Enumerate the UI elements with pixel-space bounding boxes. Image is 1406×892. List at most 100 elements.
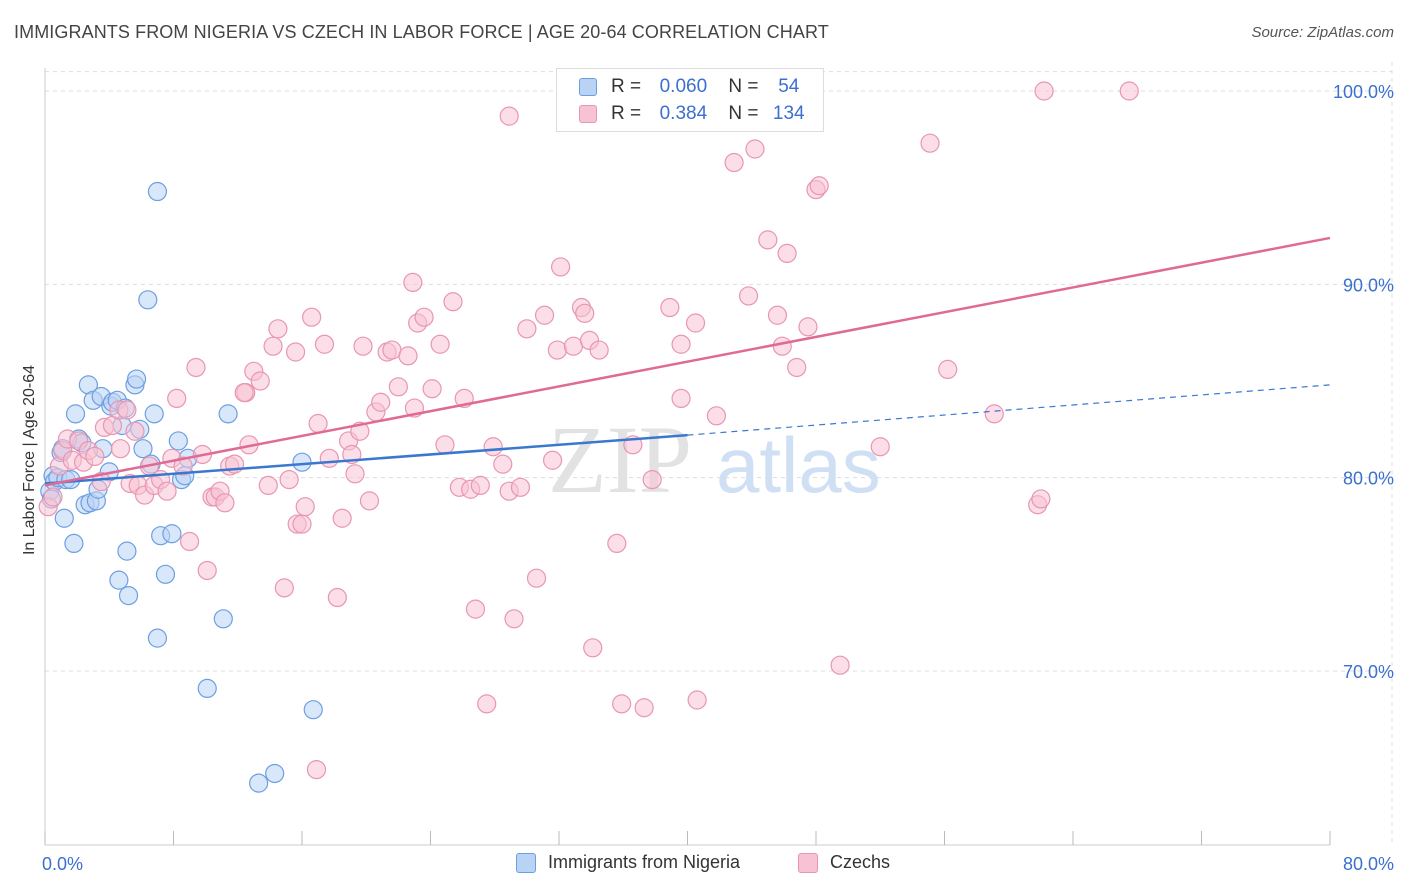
czech-point (706, 406, 727, 426)
czech-point (583, 638, 603, 658)
czech-point (234, 383, 254, 403)
czech-point (758, 230, 778, 250)
czech-point (43, 487, 63, 507)
nigeria-point (117, 541, 137, 561)
czech-point (388, 377, 408, 397)
czech-point (660, 297, 680, 318)
czech-point (274, 578, 294, 598)
czech-point (197, 560, 217, 581)
czech-point (285, 342, 306, 362)
czech-point (483, 437, 503, 457)
czech-point (215, 493, 235, 513)
czech-point (642, 470, 662, 490)
nigeria-point (118, 585, 139, 606)
nigeria-point (249, 773, 269, 793)
legend-swatch-nigeria (515, 852, 536, 873)
czech-point (499, 106, 519, 126)
nigeria-point (65, 404, 86, 424)
czech-point (1119, 81, 1139, 101)
czech-point (575, 303, 595, 323)
czech-point (517, 319, 537, 339)
stats-row-nigeria: R = 0.060 N = 54 (579, 75, 814, 99)
series-nigeria-points (40, 181, 323, 793)
r-value-czech: 0.384 (659, 103, 708, 124)
czech-point (85, 446, 105, 466)
czech-point (292, 514, 312, 534)
watermark-atlas: atlas (716, 421, 881, 509)
czech-point (353, 336, 373, 356)
czech-point (435, 435, 455, 455)
nigeria-point (213, 609, 233, 629)
czech-point (724, 152, 744, 173)
czech-point (117, 400, 137, 420)
nigeria-point (126, 369, 147, 389)
x-tick-label-min: 0.0% (42, 854, 83, 874)
watermark: ZIP atlas (548, 406, 881, 513)
r-value-nigeria: 0.060 (659, 76, 708, 97)
czech-point (542, 450, 563, 470)
nigeria-point (168, 431, 188, 451)
czech-point (526, 568, 547, 588)
czech-point (125, 421, 145, 441)
czech-point (745, 139, 765, 159)
czech-point (809, 176, 829, 196)
czech-point (167, 388, 187, 408)
nigeria-point (54, 508, 74, 528)
czech-point (268, 319, 288, 339)
nigeria-point (292, 452, 312, 472)
n-value-czech: 134 (772, 103, 805, 124)
czech-point (470, 475, 490, 495)
czech-point (91, 471, 111, 492)
czech-point (319, 448, 339, 468)
trend-lines (44, 236, 1331, 487)
czech-point (295, 497, 315, 517)
czech-point (547, 340, 567, 360)
nigeria-point (144, 404, 164, 424)
y-tick-label: 100.0% (1333, 82, 1394, 102)
czech-point (279, 470, 299, 490)
czech-point (179, 531, 200, 552)
czech-point (371, 392, 391, 412)
czech-point (302, 307, 322, 327)
tick-labels: 70.0% 80.0% 90.0% 100.0% 0.0% 80.0% (42, 82, 1394, 874)
czech-point (510, 477, 531, 497)
legend-item-nigeria[interactable]: Immigrants from Nigeria (515, 852, 740, 873)
trend-line-czech (44, 236, 1331, 487)
nigeria-point (303, 700, 323, 720)
czech-point (308, 413, 328, 434)
czech-point (787, 357, 807, 378)
nigeria-point (162, 524, 182, 544)
nigeria-point (64, 533, 84, 554)
czech-point (359, 491, 380, 511)
czech-point (345, 464, 365, 484)
czech-point (398, 346, 418, 366)
nigeria-point (109, 570, 129, 590)
nigeria-point (147, 628, 168, 648)
y-tick-label: 70.0% (1343, 662, 1394, 682)
czech-point (607, 533, 627, 554)
czech-point (870, 437, 890, 457)
czech-point (687, 690, 707, 710)
czech-point (382, 340, 402, 360)
nigeria-point (265, 763, 285, 784)
czech-point (186, 357, 206, 378)
czech-point (685, 313, 706, 333)
czech-point (403, 272, 423, 292)
r-label: R = (611, 76, 642, 97)
czech-point (1031, 489, 1051, 509)
legend-swatch-czech (798, 852, 818, 873)
czech-point (671, 388, 691, 408)
czech-point (477, 694, 497, 714)
nigeria-point (133, 439, 153, 459)
czech-point (798, 317, 818, 337)
czech-point (443, 292, 463, 312)
czech-point (327, 587, 347, 608)
stats-legend: R = 0.060 N = 54 R = 0.384 N = 134 (556, 68, 824, 132)
czech-point (465, 599, 486, 619)
legend-item-czech[interactable]: Czechs (798, 852, 890, 873)
legend-swatch-czech (579, 105, 597, 123)
r-label: R = (611, 103, 642, 124)
nigeria-point (197, 678, 217, 699)
trend-line-nigeria-extension (687, 384, 1331, 436)
